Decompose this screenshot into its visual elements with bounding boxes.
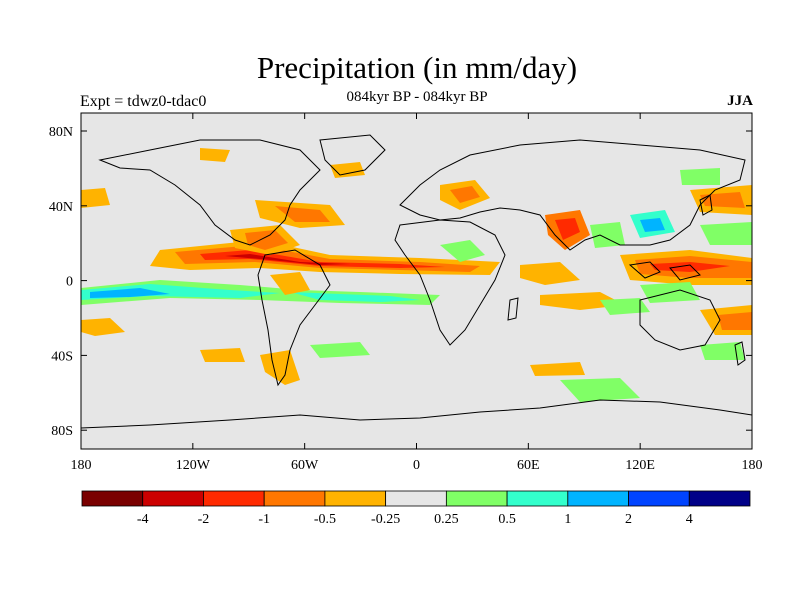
anomaly-west-pacific-core <box>650 262 730 272</box>
anomaly-itcz-max <box>225 254 350 265</box>
lat-tick-label: 40S <box>51 349 73 364</box>
anomaly-central-america-core <box>245 230 288 250</box>
anomaly-south-pacific-wet-max <box>90 288 170 298</box>
lat-tick-label: 80S <box>51 424 73 439</box>
period-label: 084kyr BP - 084kyr BP <box>346 89 488 105</box>
anomaly-north-pacific <box>81 188 110 208</box>
experiment-label: Expt = tdwz0-tdac0 <box>80 93 207 110</box>
colorbar-label: 1 <box>564 512 571 527</box>
colorbar: -4 -2 -1 -0.5 -0.25 0.25 0.5 1 2 4 <box>81 490 751 527</box>
anomaly-southern-ocean-wet <box>310 342 370 358</box>
colorbar-swatch <box>142 490 204 507</box>
colorbar-swatch <box>203 490 265 507</box>
anomaly-pacific-wet-east <box>700 222 752 245</box>
map-background <box>81 113 752 449</box>
anomaly-india-core <box>555 218 580 240</box>
precip-anomaly-fields <box>81 148 752 402</box>
season-label: JJA <box>727 93 753 109</box>
colorbar-swatch <box>567 490 629 507</box>
anomaly-bay-of-bengal-wet <box>590 222 625 248</box>
colorbar-label: -1 <box>258 512 270 527</box>
lat-tick-label: 0 <box>66 275 73 290</box>
anomaly-south-pacific-dry <box>81 318 125 336</box>
colorbar-swatch <box>81 490 144 507</box>
coast-antarctica <box>81 399 752 429</box>
colorbar-label: 0.25 <box>434 512 459 527</box>
colorbar-swatch <box>628 490 690 507</box>
colorbar-swatch <box>506 490 569 507</box>
lat-tick-label: 80N <box>49 125 73 140</box>
lon-tick-label: 120E <box>625 458 655 473</box>
colorbar-label: -0.25 <box>371 512 400 527</box>
colorbar-swatch <box>263 490 326 507</box>
anomaly-indian-wet <box>600 298 650 315</box>
colorbar-label: 0.5 <box>498 512 516 527</box>
colorbar-label: -2 <box>198 512 210 527</box>
coast-madagascar <box>507 297 519 321</box>
coast-japan <box>699 194 713 216</box>
lon-tick-label: 180 <box>71 458 92 473</box>
map-title: Precipitation (in mm/day) <box>256 50 578 85</box>
coast-europe-asia <box>399 139 746 251</box>
anomaly-east-asia-core <box>640 218 665 232</box>
anomaly-itcz-core <box>200 250 445 268</box>
lon-tick-label: 60W <box>291 458 319 473</box>
colorbar-swatch <box>324 490 387 507</box>
anomaly-sw-pacific-core <box>718 312 752 330</box>
colorbar-swatch <box>688 490 751 507</box>
anomaly-arctic-na <box>200 148 230 162</box>
coast-maritime-continent <box>628 261 701 281</box>
anomaly-indian-ocean-dry <box>520 262 580 285</box>
colorbar-label: -4 <box>137 512 149 527</box>
lon-tick-label: 60E <box>517 458 540 473</box>
anomaly-southern-ocean-dry <box>200 348 245 362</box>
coast-greenland <box>319 134 386 176</box>
lat-tick-label: 40N <box>49 200 73 215</box>
anomaly-australia-south-wet <box>700 342 745 360</box>
anomaly-europe-core <box>450 186 480 203</box>
anomaly-south-america-dry <box>270 272 310 295</box>
coastlines <box>81 134 752 429</box>
lon-tick-label: 180 <box>742 458 763 473</box>
lon-tick-label: 120W <box>176 458 211 473</box>
colorbar-label: -0.5 <box>314 512 336 527</box>
anomaly-africa-wet <box>440 240 485 262</box>
colorbar-label: 4 <box>686 512 693 527</box>
coast-africa <box>394 219 506 346</box>
anomaly-south-indian-dry <box>530 362 585 376</box>
coast-australia <box>639 289 721 351</box>
lon-tick-label: 0 <box>413 458 420 473</box>
coast-south-america <box>257 249 331 387</box>
coast-new-zealand <box>734 341 746 366</box>
colorbar-label: 2 <box>625 512 632 527</box>
colorbar-swatch <box>445 490 508 507</box>
colorbar-swatch <box>385 490 447 507</box>
anomaly-south-indian-wet <box>560 378 640 402</box>
anomaly-japan-wet <box>680 168 720 185</box>
coast-north-america <box>98 139 321 246</box>
axis-ticks: 180 120W 60W 0 60E 120E 180 80N 40N 0 40S 80S <box>49 113 763 473</box>
anomaly-patagonia <box>260 350 300 385</box>
